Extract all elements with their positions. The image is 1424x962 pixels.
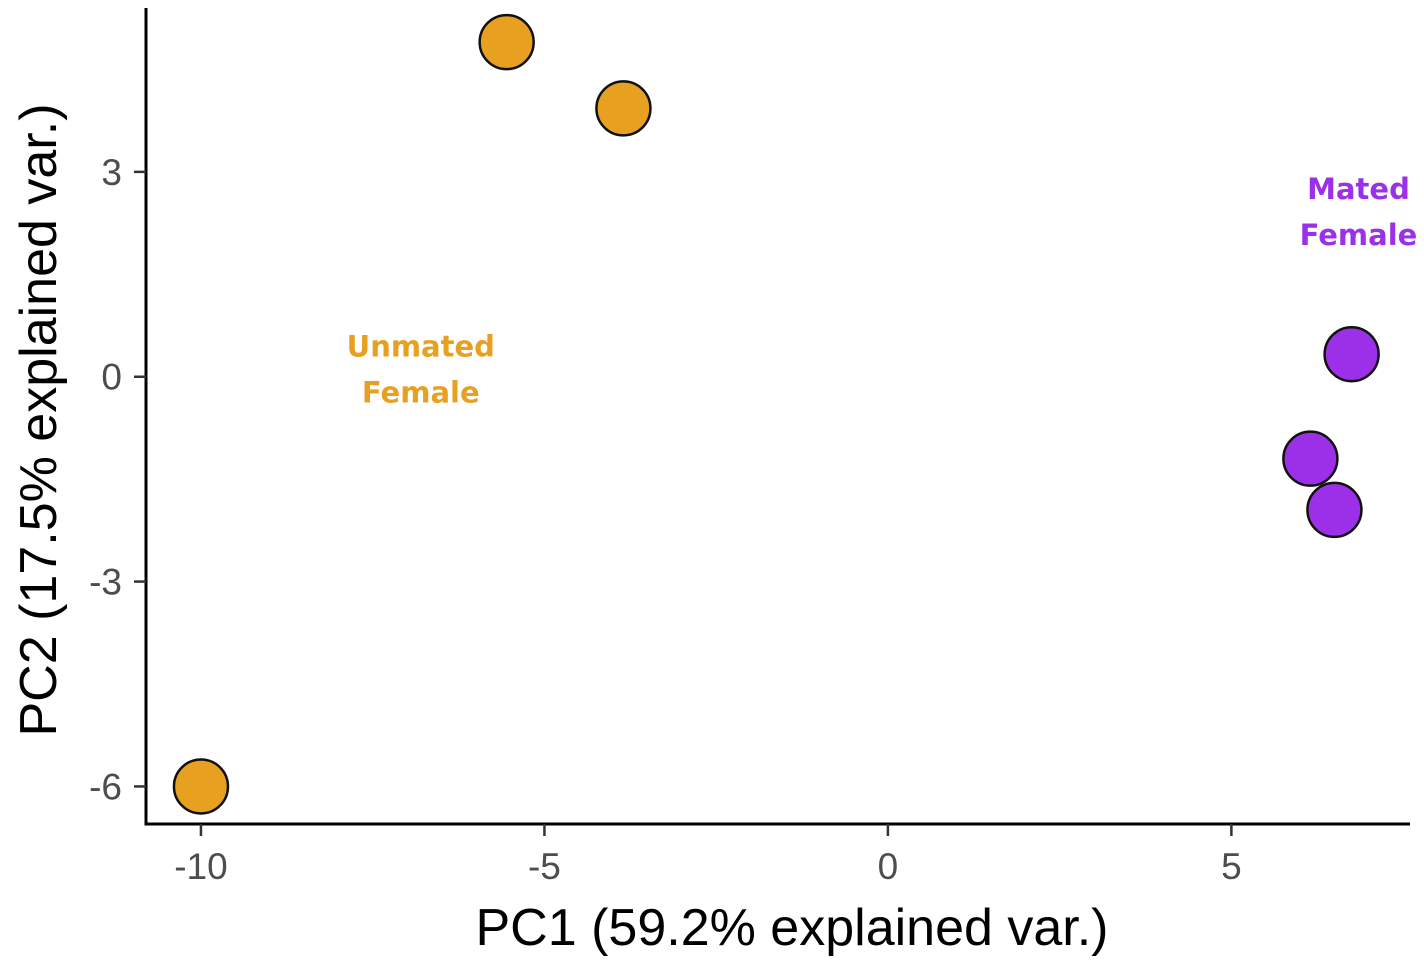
group-label-line: Unmated bbox=[347, 329, 495, 363]
x-tick-label: 5 bbox=[1221, 846, 1242, 887]
group-label: Unmated Female bbox=[347, 329, 495, 409]
ticks: -10 -5 0 5 3 0 -3 -6 bbox=[89, 152, 1242, 887]
group-label-line: Female bbox=[1300, 218, 1418, 252]
axes bbox=[144, 8, 1410, 826]
x-tick-label: 0 bbox=[878, 846, 899, 887]
data-point bbox=[478, 13, 535, 71]
data-point bbox=[1306, 481, 1363, 539]
y-axis-title: PC2 (17.5% explained var.) bbox=[10, 103, 68, 736]
data-points bbox=[172, 13, 1380, 815]
data-point bbox=[1323, 325, 1380, 383]
group-label: Mated Female bbox=[1300, 172, 1418, 252]
group-labels: Unmated Female Mated Female bbox=[347, 172, 1418, 409]
y-tick-label: -6 bbox=[89, 766, 122, 807]
x-tick-label: -5 bbox=[528, 846, 561, 887]
group-label-line: Female bbox=[362, 375, 480, 409]
y-tick-label: 3 bbox=[101, 152, 122, 193]
y-tick-label: 0 bbox=[101, 357, 122, 398]
data-point bbox=[1282, 430, 1339, 487]
x-tick-label: -10 bbox=[174, 846, 227, 887]
x-axis-title: PC1 (59.2% explained var.) bbox=[475, 899, 1108, 957]
group-label-line: Mated bbox=[1307, 172, 1410, 206]
y-tick-label: -3 bbox=[89, 562, 122, 603]
data-point bbox=[172, 758, 230, 815]
data-point bbox=[595, 80, 652, 137]
